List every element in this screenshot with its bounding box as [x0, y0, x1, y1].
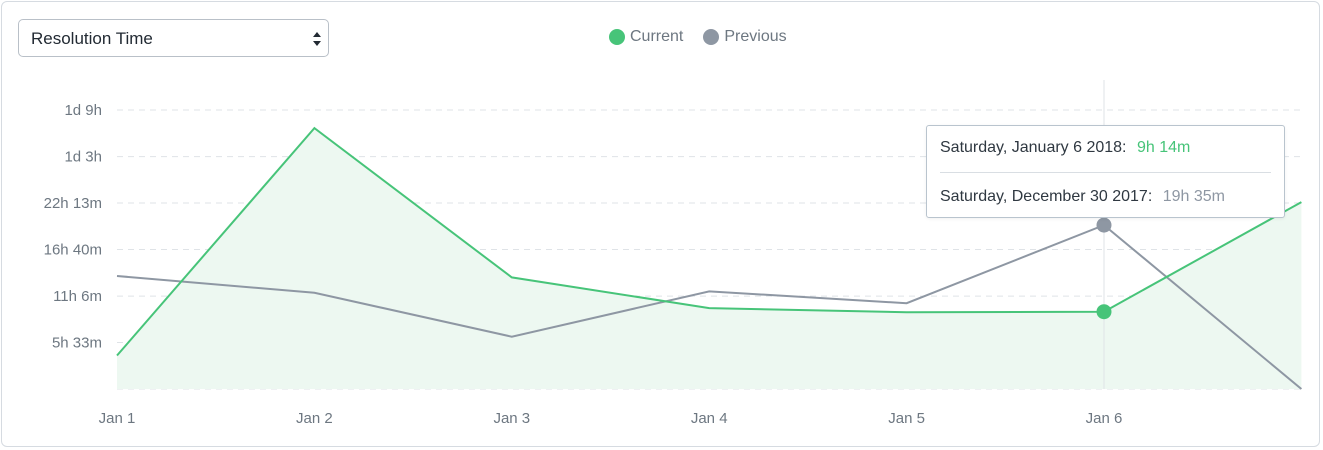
legend-item-previous[interactable]: Previous: [703, 28, 787, 46]
tooltip-date-current: Saturday, January 6 2018:: [940, 139, 1127, 156]
metric-select[interactable]: Resolution Time: [18, 19, 329, 57]
area-current: [117, 128, 1302, 389]
x-tick-label: Jan 5: [888, 410, 925, 427]
y-tick-label: 5h 33m: [52, 335, 102, 352]
point-previous-jan-6: [1096, 217, 1112, 233]
point-current-jan-6: [1096, 304, 1112, 320]
y-tick-label: 1d 9h: [64, 102, 102, 119]
y-axis-ticks: 5h 33m 11h 6m 16h 40m 22h 13m 1d 3h 1d 9h: [44, 102, 102, 352]
x-axis-ticks: Jan 1 Jan 2 Jan 3 Jan 4 Jan 5 Jan 6: [99, 410, 1123, 427]
legend-swatch-previous: [703, 29, 720, 45]
tooltip-row-current: Saturday, January 6 2018: 9h 14m: [940, 139, 1190, 157]
tooltip-date-previous: Saturday, December 30 2017:: [940, 188, 1153, 205]
select-arrows-icon: [313, 32, 321, 46]
tooltip-value-previous: 19h 35m: [1162, 188, 1225, 205]
x-tick-label: Jan 1: [99, 410, 136, 427]
x-tick-label: Jan 6: [1086, 410, 1123, 427]
x-tick-label: Jan 3: [493, 410, 530, 427]
tooltip-divider: [940, 172, 1271, 173]
y-tick-label: 22h 13m: [44, 195, 102, 212]
point-layer: [1096, 217, 1112, 320]
legend-item-current[interactable]: Current: [609, 28, 683, 46]
legend-label-previous: Previous: [724, 28, 787, 45]
legend-swatch-current: [609, 29, 625, 45]
legend-label-current: Current: [630, 28, 684, 45]
y-tick-label: 11h 6m: [53, 288, 102, 305]
chart-tooltip: Saturday, January 6 2018: 9h 14m Saturda…: [926, 125, 1285, 218]
metric-select-value: Resolution Time: [31, 29, 153, 48]
x-tick-label: Jan 2: [296, 410, 333, 427]
y-tick-label: 16h 40m: [44, 242, 102, 259]
tooltip-value-current: 9h 14m: [1136, 139, 1191, 156]
y-tick-label: 1d 3h: [64, 149, 102, 166]
tooltip-row-previous: Saturday, December 30 2017: 19h 35m: [940, 188, 1225, 206]
area-layer: [117, 128, 1302, 389]
chart-legend: Current Previous: [609, 26, 807, 48]
x-tick-label: Jan 4: [691, 410, 728, 427]
